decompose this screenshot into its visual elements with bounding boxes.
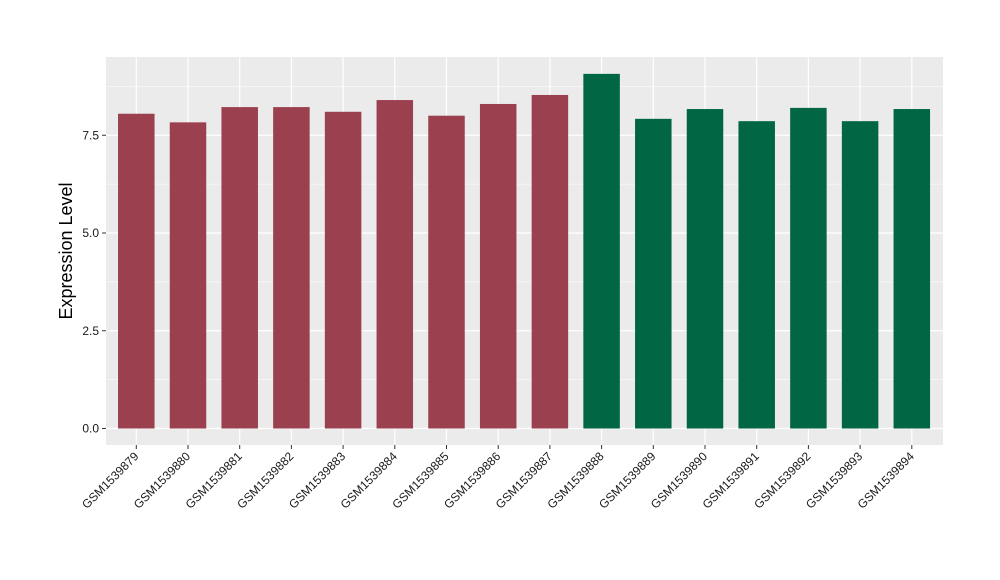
bar-GSM1539891 xyxy=(738,121,775,429)
y-tick-label: 2.5 xyxy=(82,324,99,338)
y-axis: 0.0 2.5 5.0 7.5 xyxy=(82,128,106,436)
y-tick-label: 7.5 xyxy=(82,128,99,142)
bar-GSM1539880 xyxy=(169,122,207,429)
bar-GSM1539892 xyxy=(790,107,827,429)
bar-GSM1539893 xyxy=(841,121,879,429)
bar-GSM1539886 xyxy=(479,103,517,429)
bar-GSM1539883 xyxy=(324,111,362,429)
bar-GSM1539889 xyxy=(635,118,672,429)
y-tick-label: 0.0 xyxy=(82,422,99,436)
bar-GSM1539882 xyxy=(273,107,310,429)
bar-GSM1539881 xyxy=(221,107,258,429)
bar-GSM1539879 xyxy=(118,113,155,429)
bar-GSM1539888 xyxy=(583,73,620,429)
bar-GSM1539890 xyxy=(686,109,724,429)
y-tick-label: 5.0 xyxy=(82,226,99,240)
x-axis: GSM1539879GSM1539880GSM1539881GSM1539882… xyxy=(79,445,917,511)
bar-GSM1539884 xyxy=(376,100,414,429)
y-axis-title: Expression Level xyxy=(56,182,76,319)
bar-GSM1539885 xyxy=(428,115,465,429)
bar-GSM1539887 xyxy=(531,94,569,429)
bars xyxy=(118,73,931,429)
bar-GSM1539894 xyxy=(893,109,931,429)
